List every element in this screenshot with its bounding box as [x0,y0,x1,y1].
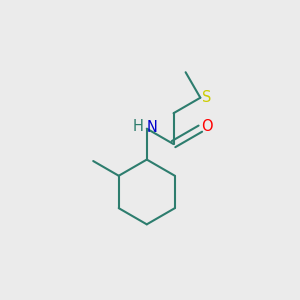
Text: O: O [201,119,213,134]
Text: H: H [133,119,144,134]
Text: S: S [202,90,212,105]
Text: N: N [147,120,158,135]
